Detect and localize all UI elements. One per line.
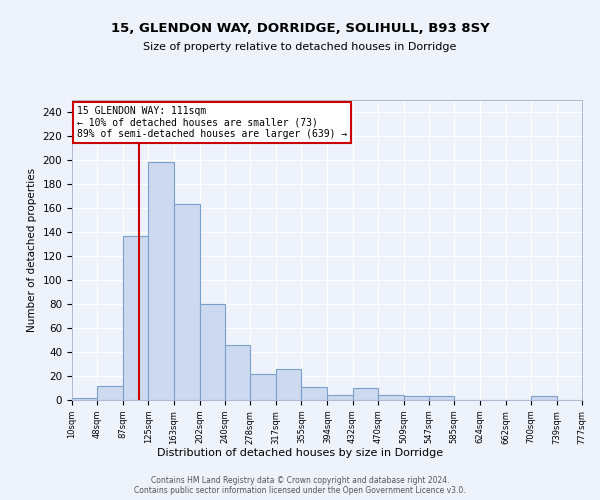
Bar bbox=[200, 304, 225, 400]
Bar bbox=[301, 387, 328, 400]
Bar bbox=[328, 395, 353, 400]
Bar bbox=[404, 396, 429, 400]
Text: Contains HM Land Registry data © Crown copyright and database right 2024.
Contai: Contains HM Land Registry data © Crown c… bbox=[134, 476, 466, 495]
Bar bbox=[72, 398, 97, 400]
Bar bbox=[250, 374, 276, 400]
Text: Distribution of detached houses by size in Dorridge: Distribution of detached houses by size … bbox=[157, 448, 443, 458]
Bar bbox=[174, 204, 200, 400]
Text: 15, GLENDON WAY, DORRIDGE, SOLIHULL, B93 8SY: 15, GLENDON WAY, DORRIDGE, SOLIHULL, B93… bbox=[110, 22, 490, 36]
Bar bbox=[276, 369, 301, 400]
Bar bbox=[378, 395, 404, 400]
Bar bbox=[531, 396, 557, 400]
Bar bbox=[353, 388, 378, 400]
Text: 15 GLENDON WAY: 111sqm
← 10% of detached houses are smaller (73)
89% of semi-det: 15 GLENDON WAY: 111sqm ← 10% of detached… bbox=[77, 106, 347, 139]
Text: Size of property relative to detached houses in Dorridge: Size of property relative to detached ho… bbox=[143, 42, 457, 52]
Bar bbox=[123, 236, 148, 400]
Y-axis label: Number of detached properties: Number of detached properties bbox=[27, 168, 37, 332]
Bar bbox=[429, 396, 454, 400]
Bar bbox=[97, 386, 123, 400]
Bar bbox=[225, 345, 250, 400]
Bar bbox=[148, 162, 174, 400]
